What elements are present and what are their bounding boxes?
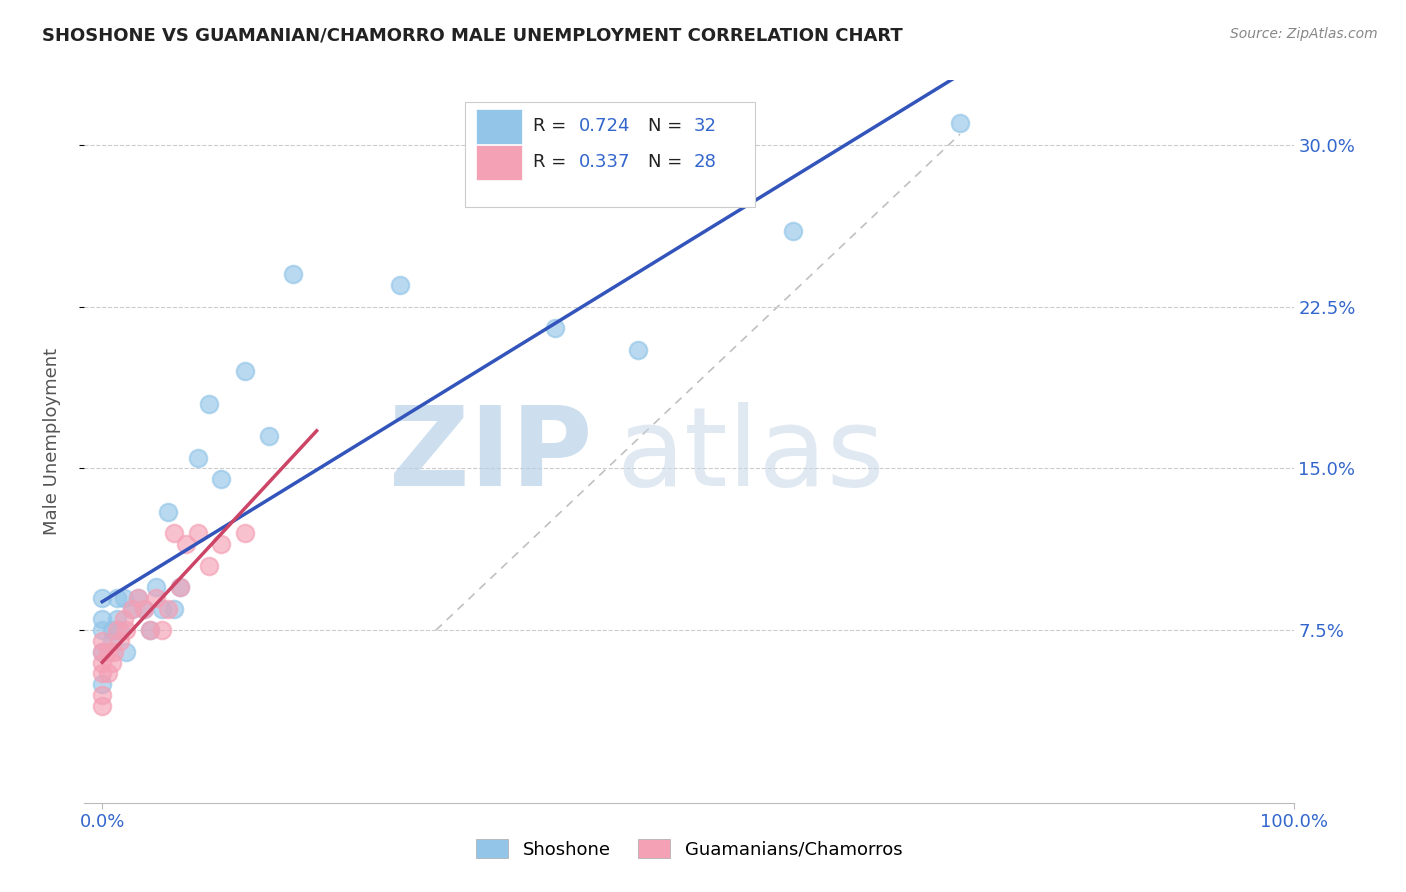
Point — [163, 526, 186, 541]
Point — [100, 634, 122, 648]
Text: N =: N = — [648, 153, 688, 171]
Point — [150, 601, 173, 615]
Point — [198, 558, 221, 573]
Point — [209, 537, 232, 551]
Point — [91, 634, 114, 648]
Point — [145, 591, 167, 605]
Point — [115, 645, 138, 659]
Point — [174, 537, 197, 551]
Point — [132, 601, 155, 615]
Point — [91, 677, 114, 691]
Point — [105, 624, 128, 638]
Text: R =: R = — [533, 117, 572, 135]
Point — [281, 268, 304, 282]
Point — [105, 612, 128, 626]
Text: Source: ZipAtlas.com: Source: ZipAtlas.com — [1230, 27, 1378, 41]
Text: 0.724: 0.724 — [579, 117, 630, 135]
Point — [108, 634, 131, 648]
Point — [127, 591, 149, 605]
FancyBboxPatch shape — [477, 145, 522, 180]
Text: ZIP: ZIP — [389, 402, 592, 509]
Point — [627, 343, 650, 357]
Legend: Shoshone, Guamanians/Chamorros: Shoshone, Guamanians/Chamorros — [475, 839, 903, 859]
Point — [91, 666, 114, 681]
Point — [112, 612, 135, 626]
Point — [156, 505, 179, 519]
Point — [233, 526, 256, 541]
Text: SHOSHONE VS GUAMANIAN/CHAMORRO MALE UNEMPLOYMENT CORRELATION CHART: SHOSHONE VS GUAMANIAN/CHAMORRO MALE UNEM… — [42, 27, 903, 45]
Point — [127, 591, 149, 605]
Point — [91, 591, 114, 605]
Point — [100, 656, 122, 670]
Point — [169, 580, 191, 594]
Point — [139, 624, 162, 638]
Point — [132, 601, 155, 615]
Text: 32: 32 — [693, 117, 717, 135]
Point — [91, 698, 114, 713]
Point — [91, 656, 114, 670]
Point — [91, 688, 114, 702]
Point — [544, 321, 567, 335]
Point — [112, 591, 135, 605]
Point — [100, 624, 122, 638]
Point — [97, 645, 120, 659]
Point — [115, 624, 138, 638]
Point — [233, 364, 256, 378]
Point — [209, 472, 232, 486]
Point — [105, 591, 128, 605]
Point — [198, 397, 221, 411]
Point — [145, 580, 167, 594]
Point — [97, 666, 120, 681]
Point — [91, 624, 114, 638]
Point — [91, 645, 114, 659]
Point — [257, 429, 280, 443]
Point — [186, 450, 208, 465]
Text: N =: N = — [648, 117, 688, 135]
FancyBboxPatch shape — [465, 102, 755, 207]
Text: 28: 28 — [693, 153, 717, 171]
Point — [163, 601, 186, 615]
Point — [108, 624, 131, 638]
Point — [121, 601, 143, 615]
Point — [169, 580, 191, 594]
FancyBboxPatch shape — [477, 109, 522, 144]
Point — [91, 612, 114, 626]
Point — [150, 624, 173, 638]
Point — [139, 624, 162, 638]
Point — [91, 645, 114, 659]
Y-axis label: Male Unemployment: Male Unemployment — [42, 348, 60, 535]
Text: atlas: atlas — [616, 402, 884, 509]
Point — [156, 601, 179, 615]
Point — [103, 645, 125, 659]
Text: 0.337: 0.337 — [579, 153, 630, 171]
Text: R =: R = — [533, 153, 572, 171]
Point — [782, 224, 804, 238]
Point — [186, 526, 208, 541]
Point — [389, 278, 412, 293]
Point — [949, 116, 972, 130]
Point — [121, 601, 143, 615]
